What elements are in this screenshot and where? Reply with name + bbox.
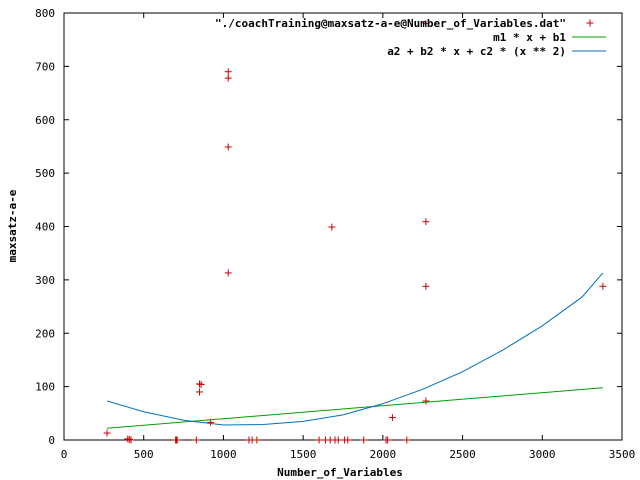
series-1 [103, 20, 607, 444]
y-tick-label: 100 [35, 381, 55, 394]
data-point [422, 397, 430, 405]
x-tick-label: 1500 [290, 448, 317, 461]
series-3 [106, 272, 604, 426]
y-tick-label: 500 [35, 167, 55, 180]
data-point [388, 414, 396, 422]
data-point [334, 436, 342, 444]
series-line [107, 387, 603, 429]
legend-marker [586, 19, 594, 27]
data-point [124, 435, 132, 443]
series-line [106, 272, 604, 426]
x-tick-label: 3000 [529, 448, 556, 461]
data-point [224, 74, 232, 82]
data-point [253, 436, 261, 444]
x-tick-label: 2500 [449, 448, 476, 461]
y-tick-label: 300 [35, 274, 55, 287]
data-point [173, 436, 181, 444]
x-tick-label: 1000 [210, 448, 237, 461]
x-tick-label: 3500 [609, 448, 636, 461]
legend-label: m1 * x + b1 [493, 31, 566, 44]
data-point [103, 429, 111, 437]
data-point [224, 143, 232, 151]
legend-label: "./coachTraining@maxsatz-a-e@Number_of_V… [215, 17, 566, 30]
data-point [197, 380, 205, 388]
legend-label: a2 + b2 * x + c2 * (x ** 2) [387, 45, 566, 58]
plot-frame [63, 12, 623, 441]
axis-ticks [63, 12, 623, 441]
x-tick-label: 500 [134, 448, 154, 461]
data-point [344, 436, 352, 444]
series-layer [103, 20, 607, 444]
data-point [422, 218, 430, 226]
x-axis-label: Number_of_Variables [277, 466, 403, 479]
data-point [196, 388, 204, 396]
x-tick-label: 0 [61, 448, 68, 461]
data-point [328, 223, 336, 231]
data-point [224, 269, 232, 277]
y-axis-label: maxsatz-a-e [6, 189, 19, 262]
y-tick-label: 600 [35, 114, 55, 127]
axis-tick-labels: 0 500 1000 1500 2000 2500 3000 3500 0 100 200 300 40… [35, 7, 635, 461]
data-point [599, 282, 607, 290]
data-point [360, 436, 368, 444]
y-tick-label: 400 [35, 221, 55, 234]
data-point [315, 436, 323, 444]
data-point [192, 436, 200, 444]
data-point [422, 20, 430, 28]
x-tick-label: 2000 [370, 448, 397, 461]
legend: "./coachTraining@maxsatz-a-e@Number_of_V… [215, 17, 606, 58]
data-point [224, 68, 232, 76]
y-tick-label: 200 [35, 327, 55, 340]
data-point [422, 282, 430, 290]
y-tick-label: 800 [35, 7, 55, 20]
data-point [384, 436, 392, 444]
y-tick-label: 700 [35, 60, 55, 73]
series-2 [107, 387, 603, 429]
y-tick-label: 0 [48, 434, 55, 447]
data-point [127, 436, 135, 444]
data-point [196, 380, 204, 388]
data-point [403, 436, 411, 444]
data-point [125, 435, 133, 443]
